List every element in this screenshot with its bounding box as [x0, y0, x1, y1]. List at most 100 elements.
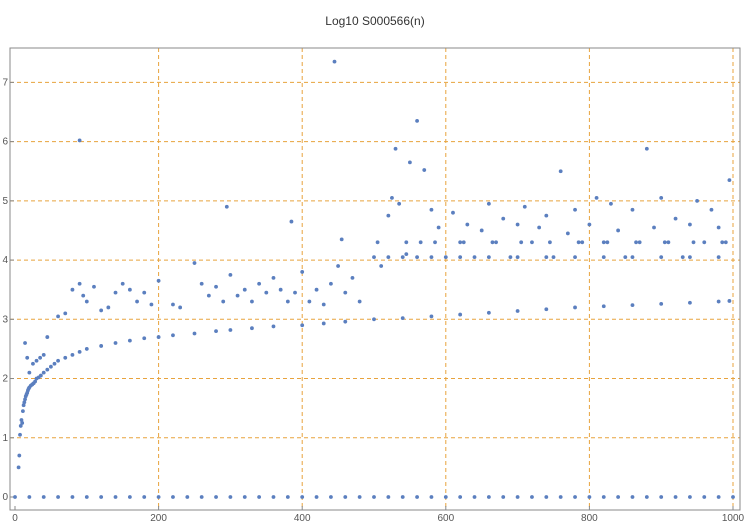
data-point-237 — [601, 495, 606, 499]
data-point-211 — [228, 495, 233, 499]
data-point-51 — [515, 309, 520, 313]
data-point-172 — [429, 255, 434, 260]
data-point-246 — [731, 495, 735, 499]
data-point-204 — [127, 495, 132, 499]
data-point-141 — [544, 213, 549, 218]
data-point-221 — [372, 495, 376, 499]
data-point-37 — [171, 333, 175, 338]
data-point-125 — [429, 207, 434, 212]
data-point-180 — [659, 255, 664, 260]
data-point-59 — [727, 299, 732, 303]
data-point-91 — [228, 272, 233, 277]
data-point-222 — [386, 495, 391, 499]
data-point-112 — [289, 219, 294, 224]
data-point-131 — [472, 255, 477, 260]
data-point-117 — [390, 195, 394, 200]
data-point-1 — [17, 453, 22, 458]
data-point-97 — [271, 275, 276, 280]
data-point-230 — [501, 495, 506, 499]
data-point-163 — [702, 240, 707, 245]
data-point-56 — [659, 302, 664, 306]
data-point-87 — [199, 281, 204, 286]
data-point-148 — [594, 195, 599, 200]
data-point-129 — [458, 240, 463, 245]
data-point-30 — [77, 349, 82, 354]
data-point-108 — [350, 275, 355, 280]
data-point-188 — [519, 240, 524, 245]
data-point-212 — [242, 495, 247, 499]
data-point-23 — [41, 370, 46, 375]
data-point-58 — [716, 299, 721, 304]
data-point-71 — [77, 281, 82, 286]
data-point-121 — [408, 160, 412, 165]
data-point-123 — [418, 240, 423, 245]
data-point-95 — [257, 281, 262, 286]
data-point-127 — [443, 255, 448, 260]
data-point-119 — [397, 201, 402, 206]
data-point-186 — [461, 240, 466, 245]
data-point-45 — [343, 319, 348, 324]
data-point-201 — [84, 495, 89, 499]
data-point-40 — [228, 328, 233, 332]
data-point-29 — [70, 352, 75, 357]
data-point-197 — [27, 495, 32, 499]
x-tick-label-2: 400 — [294, 513, 311, 524]
data-point-195 — [720, 240, 725, 245]
data-point-7 — [21, 403, 26, 408]
data-point-161 — [688, 222, 692, 227]
data-point-33 — [113, 341, 118, 345]
data-point-183 — [375, 240, 380, 245]
data-point-53 — [573, 305, 577, 310]
data-point-102 — [307, 299, 312, 304]
data-point-136 — [508, 255, 513, 260]
data-point-106 — [336, 264, 340, 268]
data-point-128 — [451, 210, 455, 215]
data-point-154 — [637, 240, 642, 245]
data-point-168 — [372, 255, 376, 260]
data-point-224 — [415, 495, 419, 499]
data-point-77 — [113, 290, 118, 295]
data-point-8 — [22, 400, 27, 405]
data-point-233 — [544, 495, 549, 499]
data-point-199 — [56, 495, 60, 499]
y-tick-label-7: 7 — [2, 77, 8, 88]
data-point-232 — [530, 495, 534, 499]
data-point-24 — [45, 367, 50, 372]
data-point-226 — [443, 495, 448, 499]
data-point-89 — [214, 284, 218, 289]
data-point-63 — [31, 361, 35, 366]
data-point-124 — [422, 168, 427, 172]
data-point-48 — [429, 314, 434, 319]
data-point-229 — [486, 495, 491, 499]
data-point-52 — [544, 307, 549, 312]
data-point-228 — [472, 495, 477, 499]
data-point-245 — [716, 495, 721, 499]
data-point-41 — [250, 326, 254, 331]
data-point-178 — [601, 255, 606, 260]
data-point-116 — [386, 213, 391, 218]
data-point-26 — [52, 361, 57, 366]
data-point-242 — [673, 495, 678, 499]
data-point-150 — [609, 201, 613, 206]
data-point-225 — [429, 495, 434, 499]
data-point-42 — [271, 324, 276, 329]
x-tick-label-0: 0 — [12, 513, 18, 524]
y-tick-label-2: 2 — [2, 374, 8, 385]
data-point-227 — [458, 495, 463, 499]
x-tick-label-3: 600 — [437, 513, 454, 524]
data-point-62 — [27, 370, 32, 375]
data-point-47 — [400, 316, 405, 321]
data-point-67 — [45, 335, 50, 339]
data-point-78 — [120, 281, 125, 286]
data-point-27 — [56, 358, 60, 363]
data-point-79 — [127, 287, 132, 292]
data-point-114 — [339, 237, 344, 242]
plot-frame — [9, 47, 741, 511]
data-point-130 — [465, 222, 470, 227]
data-point-181 — [688, 255, 692, 260]
data-point-215 — [285, 495, 290, 499]
grid-lines — [10, 48, 740, 510]
chart-title: Log10 S000566(n) — [325, 14, 425, 28]
data-point-209 — [199, 495, 204, 499]
